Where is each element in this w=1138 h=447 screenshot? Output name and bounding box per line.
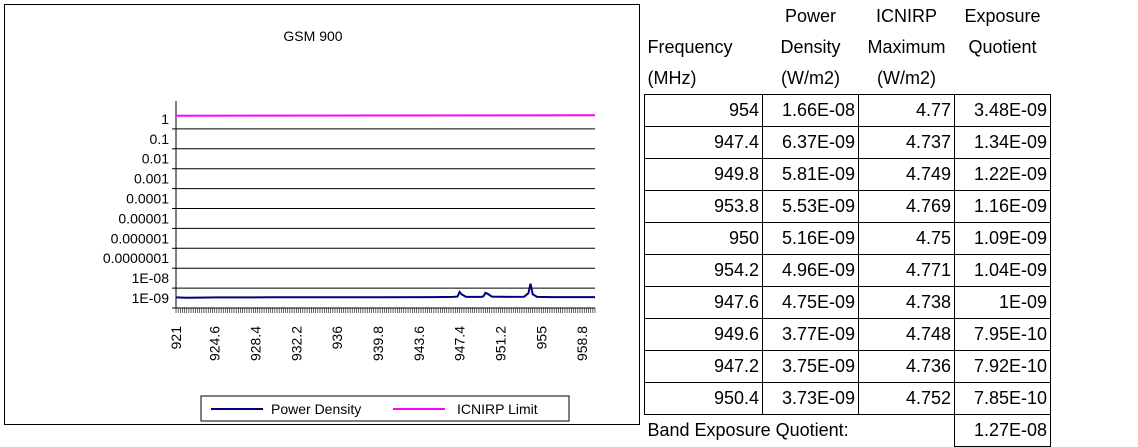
chart-panel: GSM 900 1E-09 1E-08 0.0000001 0.000001 0.0000… (4, 4, 640, 425)
table-cell: 950 (645, 223, 763, 255)
x-tick-label: 924.6 (207, 326, 223, 361)
table-cell: 1.22E-09 (955, 159, 1051, 191)
table-cell: 4.736 (859, 351, 955, 383)
table-cell: 947.2 (645, 351, 763, 383)
table-cell: 4.752 (859, 383, 955, 415)
table-cell: 4.749 (859, 159, 955, 191)
y-tick-label: 0.01 (142, 151, 169, 167)
table-cell: 3.48E-09 (955, 95, 1051, 127)
band-exposure-value: 1.27E-08 (955, 415, 1051, 447)
table-cell: 954.2 (645, 255, 763, 287)
y-tick-label: 0.0000001 (103, 250, 169, 266)
y-tick-label: 0.000001 (111, 230, 170, 246)
table-cell: 3.73E-09 (763, 383, 859, 415)
table-cell: 1E-09 (955, 287, 1051, 319)
table-cell: 7.95E-10 (955, 319, 1051, 351)
table-cell: 4.75E-09 (763, 287, 859, 319)
table-cell: 3.75E-09 (763, 351, 859, 383)
table-cell: 947.4 (645, 127, 763, 159)
y-tick-label: 0.1 (150, 131, 170, 147)
table-cell: 4.769 (859, 191, 955, 223)
chart-title: GSM 900 (283, 28, 342, 44)
table-cell: 6.37E-09 (763, 127, 859, 159)
y-tick-label: 0.00001 (118, 210, 169, 226)
table-cell: 1.09E-09 (955, 223, 1051, 255)
table-cell: 949.8 (645, 159, 763, 191)
table-cell: 947.6 (645, 287, 763, 319)
band-exposure-label: Band Exposure Quotient: (645, 415, 955, 447)
table-cell: 4.75 (859, 223, 955, 255)
x-tick-label: 943.6 (411, 326, 427, 361)
table-cell: 4.96E-09 (763, 255, 859, 287)
x-tick-label: 936 (329, 326, 345, 350)
x-tick-label: 958.8 (574, 326, 590, 361)
x-tick-label: 955 (533, 326, 549, 350)
table-cell: 7.92E-10 (955, 351, 1051, 383)
table-cell: 1.16E-09 (955, 191, 1051, 223)
x-tick-label: 951.2 (492, 326, 508, 361)
table-cell: 954 (645, 95, 763, 127)
power-density-chart: GSM 900 1E-09 1E-08 0.0000001 0.000001 0.0000… (5, 5, 641, 426)
table-cell: 1.34E-09 (955, 127, 1051, 159)
column-header: Frequency(MHz) (645, 1, 763, 95)
band-exposure-row: Band Exposure Quotient:1.27E-08 (645, 415, 1051, 447)
table-cell: 949.6 (645, 319, 763, 351)
x-tick-label: 939.8 (370, 326, 386, 361)
x-tick-label: 921 (168, 326, 184, 350)
table-cell: 4.771 (859, 255, 955, 287)
table-cell: 4.748 (859, 319, 955, 351)
x-tick-label: 928.4 (248, 326, 264, 361)
legend-label: Power Density (271, 401, 361, 417)
table-cell: 950.4 (645, 383, 763, 415)
table-cell: 4.77 (859, 95, 955, 127)
x-tick-label: 932.2 (288, 326, 304, 361)
x-tick-label: 947.4 (452, 326, 468, 361)
table-cell: 4.738 (859, 287, 955, 319)
power-density-line (176, 284, 595, 298)
y-tick-label: 1 (161, 111, 169, 127)
y-tick-label: 0.001 (134, 171, 169, 187)
legend-label: ICNIRP Limit (457, 401, 538, 417)
table-cell: 5.53E-09 (763, 191, 859, 223)
y-tick-label: 0.0001 (126, 191, 169, 207)
table-cell: 1.66E-08 (763, 95, 859, 127)
table-cell: 4.737 (859, 127, 955, 159)
table-cell: 3.77E-09 (763, 319, 859, 351)
table-cell: 953.8 (645, 191, 763, 223)
table-cell: 5.81E-09 (763, 159, 859, 191)
table-cell: 1.04E-09 (955, 255, 1051, 287)
table-cell: 5.16E-09 (763, 223, 859, 255)
y-tick-label: 1E-08 (132, 270, 170, 286)
table-cell: 7.85E-10 (955, 383, 1051, 415)
y-tick-label: 1E-09 (132, 290, 170, 306)
